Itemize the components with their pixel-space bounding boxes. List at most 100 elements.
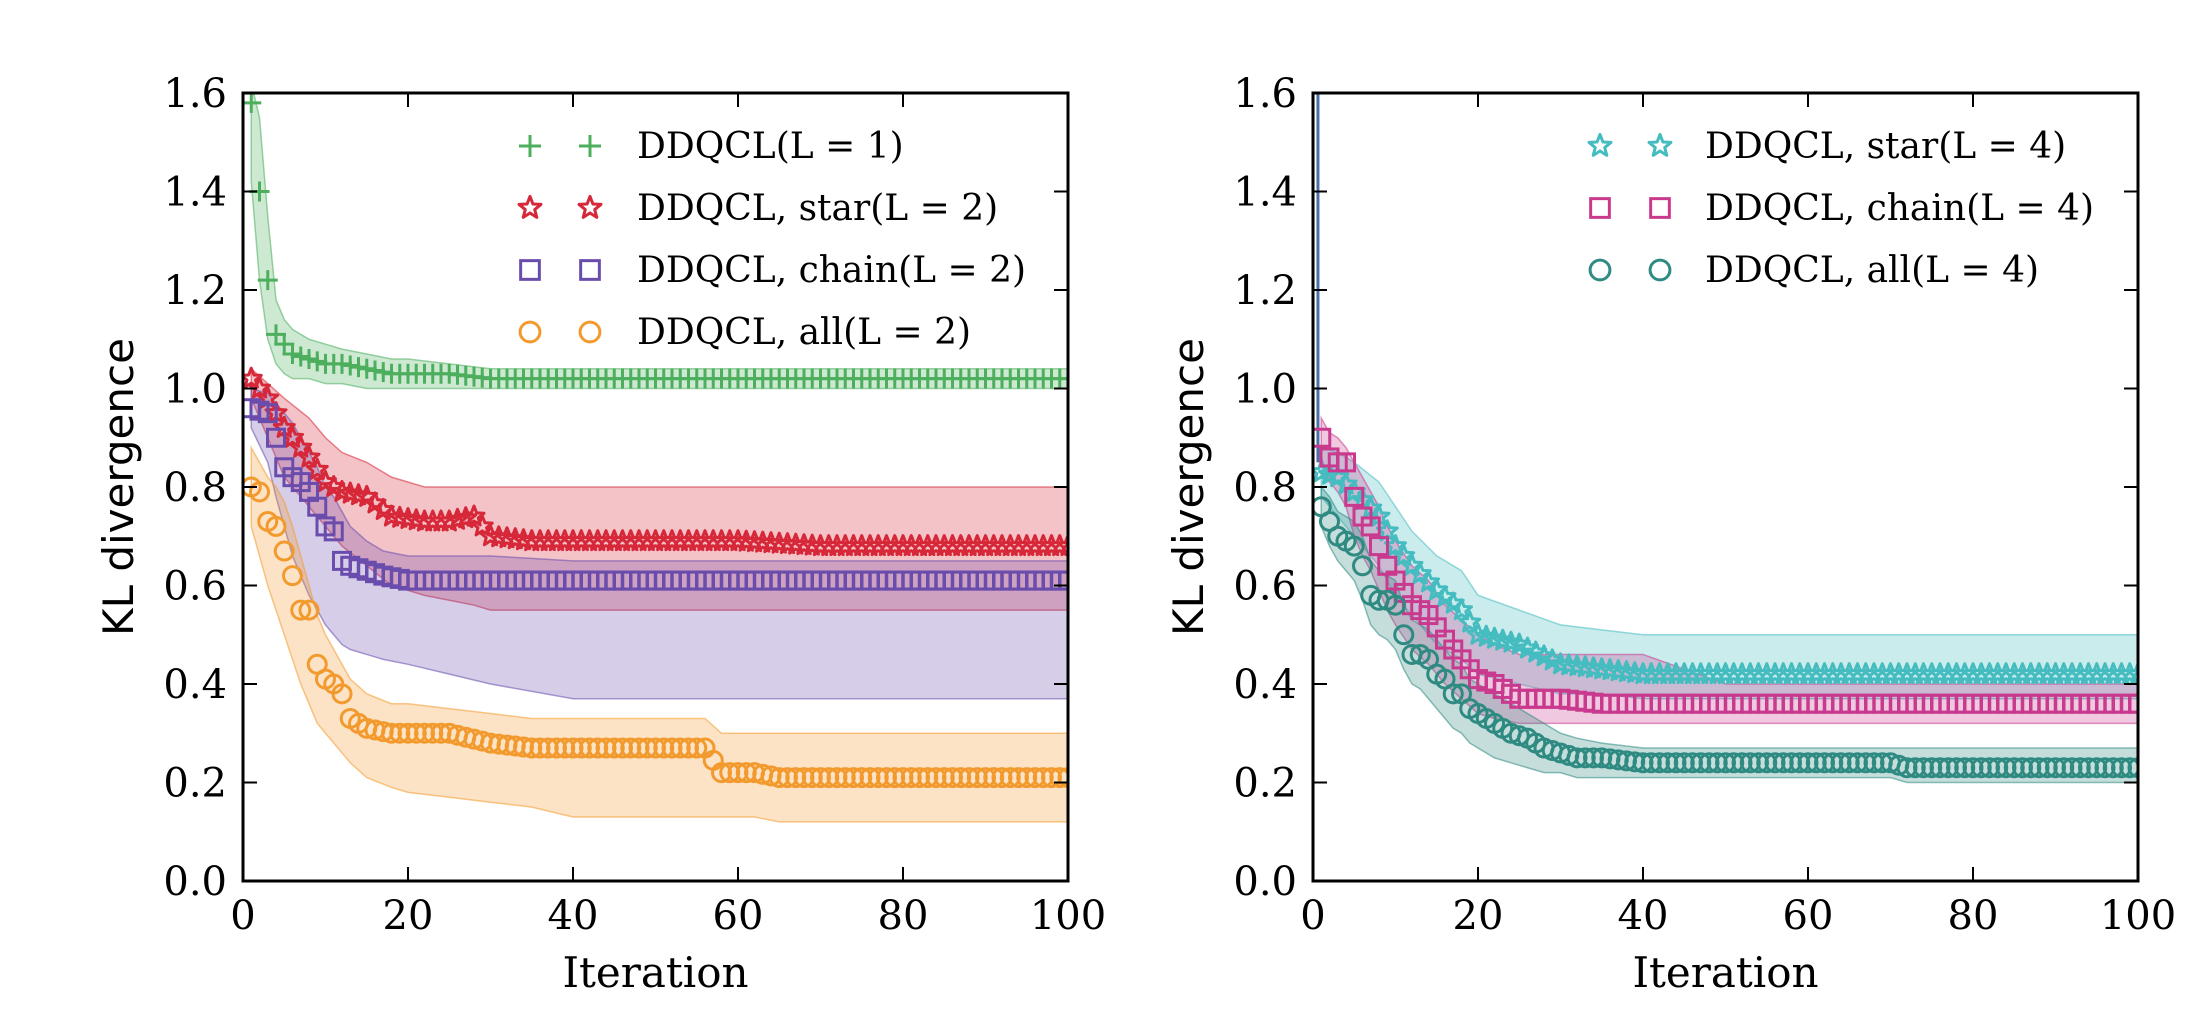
y-tick-label: 0.6 (163, 564, 227, 610)
series-0-0-point-3 (257, 270, 278, 291)
x-tick-label: 0 (230, 893, 255, 939)
series-0-2-point-4 (266, 427, 286, 448)
legend-entry-1: DDQCL, star(L = 2) (637, 188, 998, 229)
x-tick-label: 0 (1300, 893, 1325, 939)
series-0-3-point-55 (686, 737, 708, 759)
x-tick-label: 80 (1948, 893, 1999, 939)
series-0-0-point-4 (266, 324, 286, 345)
legend-entry-2: DDQCL, chain(L = 2) (637, 250, 1026, 291)
series-0-3-point-8 (298, 599, 320, 621)
series-1-2-point-99 (2119, 757, 2138, 779)
series-0-1-point-29 (470, 514, 494, 537)
legend-marker-2-b (1648, 258, 1672, 282)
series-0-1-point-27 (454, 506, 478, 529)
series-1-0-point-100 (2126, 662, 2138, 685)
series-0-0-point-9 (307, 351, 328, 372)
y-tick-label: 1.0 (163, 367, 227, 413)
plot-area (243, 93, 1068, 823)
series-0-3-point-7 (290, 599, 312, 621)
series-0-0-point-12 (332, 353, 352, 374)
series-1-0-point-11 (1392, 543, 1416, 566)
series-1-1-point-100 (2128, 693, 2138, 714)
y-tick-label: 0.8 (163, 465, 227, 511)
series-0-2-point-3 (257, 403, 278, 424)
series-0-2-point-11 (323, 521, 344, 542)
x-tick-label: 80 (878, 893, 929, 939)
y-tick-label: 0.2 (1233, 761, 1297, 807)
x-tick-label: 20 (1453, 893, 1504, 939)
series-0-1-point-32 (495, 526, 519, 549)
series-0-1-point-30 (479, 524, 502, 547)
series-0-1-point-33 (503, 527, 527, 550)
legend-marker-3-b (578, 320, 602, 344)
series-0-0-point-8 (299, 348, 319, 369)
y-tick-label: 0.2 (163, 761, 227, 807)
series-0-3-markers (243, 476, 1068, 789)
series-1-1-point-1 (1313, 427, 1332, 448)
plot-area (1313, 93, 2138, 784)
legend-marker-0-a (1587, 132, 1613, 157)
x-axis-label: Iteration (1632, 948, 1818, 997)
series-0-1-point-100 (1056, 534, 1068, 557)
x-tick-label: 20 (383, 893, 434, 939)
y-tick-label: 0.6 (1233, 564, 1297, 610)
series-0-1-point-7 (289, 435, 313, 458)
series-0-0-point-1 (243, 93, 262, 113)
series-0-1-point-8 (297, 445, 321, 468)
series-1-0-point-19 (1458, 610, 1482, 633)
y-tick-label: 1.2 (163, 268, 227, 314)
series-1-2-point-100 (2127, 757, 2138, 779)
series-1-1-point-8 (1369, 536, 1389, 557)
series-1-0-point-18 (1450, 598, 1473, 621)
y-tick-label: 1.0 (1233, 367, 1297, 413)
series-1-2-point-25 (1508, 725, 1530, 747)
series-0-2-point-9 (307, 496, 328, 517)
legend-marker-1-b (577, 194, 603, 219)
legend-marker-0-b (1647, 132, 1673, 157)
series-0-0-point-13 (340, 355, 361, 376)
legend-entry-3: DDQCL, all(L = 2) (637, 312, 971, 353)
x-tick-label: 60 (713, 893, 764, 939)
y-tick-label: 1.4 (1233, 170, 1297, 216)
series-0-1-point-28 (462, 504, 486, 527)
series-0-3-point-4 (265, 515, 287, 537)
x-tick-label: 100 (2100, 893, 2176, 939)
series-1-0-point-30 (1549, 652, 1572, 675)
series-0-1-point-9 (305, 457, 329, 480)
y-tick-label: 1.6 (1233, 71, 1297, 117)
series-0-1-point-26 (446, 507, 469, 530)
series-0-1-point-2 (248, 376, 271, 399)
y-tick-label: 1.2 (1233, 268, 1297, 314)
series-1-2-point-6 (1352, 555, 1373, 577)
y-tick-label: 1.4 (163, 170, 227, 216)
series-1-0-point-34 (1582, 656, 1605, 679)
legend-marker-0-b (579, 135, 601, 157)
legend-marker-3-a (518, 320, 542, 344)
legend-marker-2-b (579, 259, 601, 281)
x-tick-label: 100 (1030, 893, 1106, 939)
series-1-0-point-33 (1573, 655, 1597, 678)
left-panel: 0 20 40 60 80 100 0.0 0.2 0.4 0.6 0.8 1.0 1.2 1.4 1.6 I… (94, 71, 1106, 997)
series-1-0-point-32 (1565, 654, 1589, 677)
series-1-0-markers (1313, 460, 2138, 685)
series-0-0-point-14 (348, 357, 369, 378)
series-1-0-point-35 (1590, 657, 1614, 680)
series-0-3-point-2 (249, 481, 270, 503)
series-1-2-point-17 (1442, 683, 1464, 705)
legend-marker-2-a (1588, 258, 1612, 282)
right-panel: 0 20 40 60 80 100 0.0 0.2 0.4 0.6 0.8 1.0 1.2 1.4 1.6 I… (1164, 71, 2176, 997)
legend-entry-2: DDQCL, all(L = 4) (1705, 250, 2039, 291)
series-0-3-point-12 (331, 683, 353, 705)
series-0-0-point-7 (290, 346, 311, 367)
series-1-0-point-36 (1598, 658, 1622, 681)
x-tick-label: 40 (1618, 893, 1669, 939)
series-1-2-point-10 (1385, 594, 1406, 616)
series-1-0-point-37 (1606, 659, 1630, 682)
x-tick-label: 40 (548, 893, 599, 939)
series-1-1-point-5 (1344, 486, 1365, 507)
legend: DDQCL(L = 1) DDQCL, star(L = 2) DDQCL, cha… (517, 126, 1026, 353)
x-axis-label: Iteration (562, 948, 748, 997)
series-1-0-point-31 (1557, 653, 1581, 676)
